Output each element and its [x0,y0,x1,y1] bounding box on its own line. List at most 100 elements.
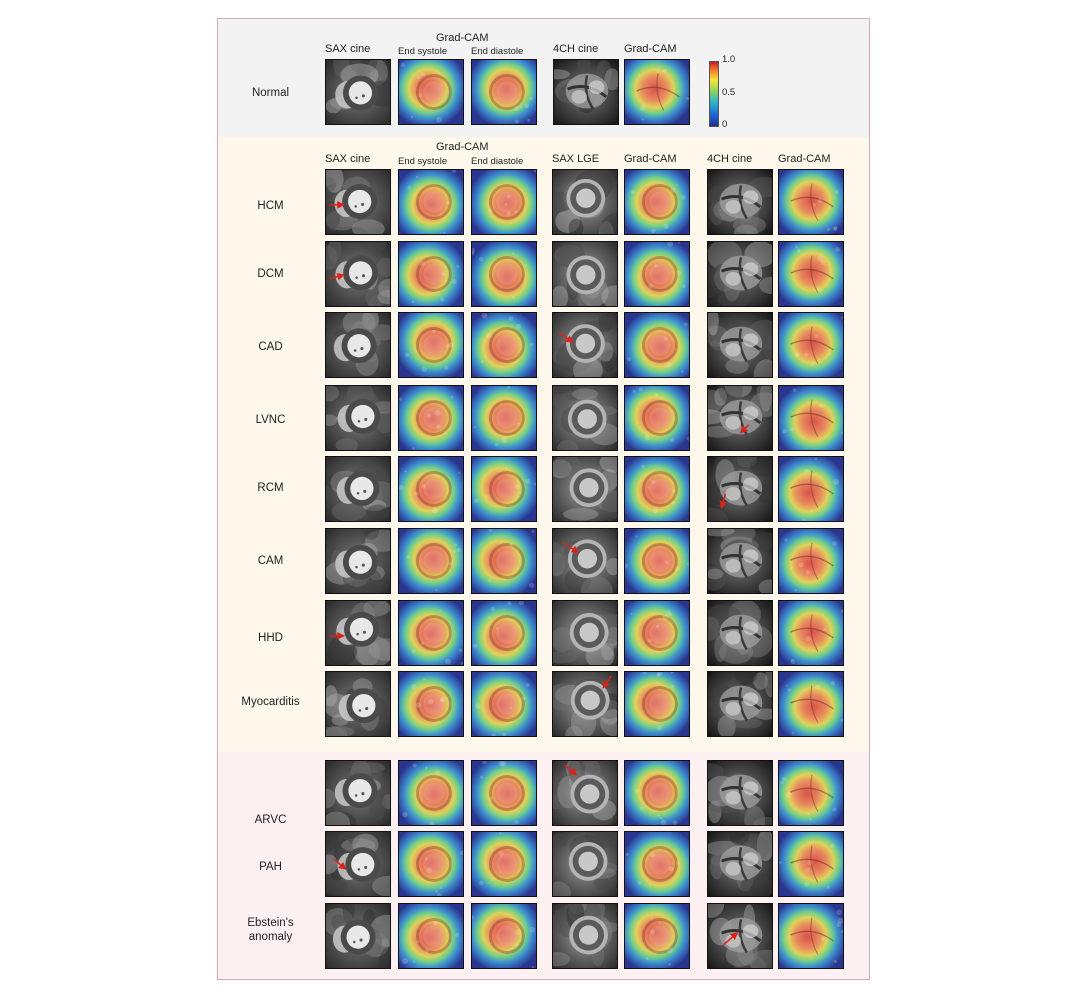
arvc-gradcam-diastole-image [471,760,537,826]
arvc-4ch-cine-image [707,760,773,826]
colorbar [709,61,719,127]
pah-gradcam-lge-image [624,831,690,897]
header-lv-gradcam-lge: Grad-CAM [624,153,677,165]
lvnc-gradcam-lge-image [624,385,690,451]
myocarditis-gradcam-diastole-image [471,671,537,737]
myocarditis-sax-cine-image [325,671,391,737]
ebsteins-gradcam-4ch-image [778,903,844,969]
cad-gradcam-lge-image [624,312,690,378]
header-gradcam-4ch: Grad-CAM [624,43,677,55]
rcm-sax-lge-image [552,456,618,522]
lvnc-sax-lge-image [552,385,618,451]
cad-gradcam-diastole-image [471,312,537,378]
dcm-sax-lge-image [552,241,618,307]
myocarditis-gradcam-lge-image [624,671,690,737]
arvc-gradcam-lge-image [624,760,690,826]
dcm-sax-cine-image [325,241,391,307]
figure-frame: SAX cine Grad-CAM End systole End diasto… [217,18,870,980]
row-label-rcm: RCM [257,482,284,494]
ebsteins-sax-lge-image [552,903,618,969]
pah-gradcam-4ch-image [778,831,844,897]
colorbar-max: 1.0 [722,54,736,65]
header-sax-cine: SAX cine [325,43,371,55]
hcm-gradcam-4ch-image [778,169,844,235]
myocarditis-gradcam-4ch-image [778,671,844,737]
hhd-sax-cine-image [325,600,391,666]
ebsteins-gradcam-lge-image [624,903,690,969]
hcm-sax-lge-image [552,169,618,235]
myocarditis-4ch-cine-image [707,671,773,737]
row-label-hcm: HCM [257,200,284,212]
cad-4ch-cine-image [707,312,773,378]
cam-4ch-cine-image [707,528,773,594]
dcm-4ch-cine-image [707,241,773,307]
hhd-gradcam-diastole-image [471,600,537,666]
hcm-gradcam-systole-image [398,169,464,235]
hcm-gradcam-lge-image [624,169,690,235]
normal-section [218,19,869,137]
ebsteins-gradcam-diastole-image [471,903,537,969]
row-label-ebsteins-anomaly: Ebstein's anomaly [247,917,294,943]
colorbar-mid: 0.5 [722,87,736,98]
hhd-gradcam-4ch-image [778,600,844,666]
row-label-arvc: ARVC [254,814,287,826]
hcm-gradcam-diastole-image [471,169,537,235]
rcm-gradcam-diastole-image [471,456,537,522]
row-label-normal: Normal [251,87,290,99]
row-label-pah: PAH [259,861,282,873]
pah-4ch-cine-image [707,831,773,897]
header-end-systole: End systole [398,46,448,57]
cam-gradcam-diastole-image [471,528,537,594]
pah-gradcam-diastole-image [471,831,537,897]
normal-gradcam-systole-image [398,59,464,125]
arvc-gradcam-systole-image [398,760,464,826]
ebsteins-sax-cine-image [325,903,391,969]
normal-gradcam-4ch-image [624,59,690,125]
lvnc-gradcam-systole-image [398,385,464,451]
ebsteins-4ch-cine-image [707,903,773,969]
myocarditis-sax-lge-image [552,671,618,737]
row-label-hhd: HHD [258,632,283,644]
cam-gradcam-lge-image [624,528,690,594]
colorbar-min: 0 [722,119,728,130]
pah-sax-cine-image [325,831,391,897]
lvnc-gradcam-4ch-image [778,385,844,451]
header-lv-4ch-cine: 4CH cine [707,153,753,165]
ebsteins-gradcam-systole-image [398,903,464,969]
myocarditis-gradcam-systole-image [398,671,464,737]
cad-gradcam-systole-image [398,312,464,378]
cad-sax-lge-image [552,312,618,378]
hcm-sax-cine-image [325,169,391,235]
normal-gradcam-diastole-image [471,59,537,125]
header-lv-sax-lge: SAX LGE [552,153,600,165]
row-label-lvnc: LVNC [255,414,286,426]
row-label-cam: CAM [257,555,284,567]
rcm-gradcam-4ch-image [778,456,844,522]
rcm-gradcam-lge-image [624,456,690,522]
lvnc-sax-cine-image [325,385,391,451]
header-gradcam: Grad-CAM [436,32,489,44]
arvc-gradcam-4ch-image [778,760,844,826]
rcm-4ch-cine-image [707,456,773,522]
arvc-sax-cine-image [325,760,391,826]
normal-sax-cine-image [325,59,391,125]
hhd-gradcam-systole-image [398,600,464,666]
hhd-gradcam-lge-image [624,600,690,666]
rcm-gradcam-systole-image [398,456,464,522]
dcm-gradcam-diastole-image [471,241,537,307]
header-4ch-cine: 4CH cine [553,43,599,55]
hhd-sax-lge-image [552,600,618,666]
header-lv-gradcam-4ch: Grad-CAM [778,153,831,165]
dcm-gradcam-4ch-image [778,241,844,307]
rcm-sax-cine-image [325,456,391,522]
header-lv-sax-cine: SAX cine [325,153,371,165]
pah-gradcam-systole-image [398,831,464,897]
cam-gradcam-systole-image [398,528,464,594]
cad-gradcam-4ch-image [778,312,844,378]
hcm-4ch-cine-image [707,169,773,235]
normal-4ch-cine-image [553,59,619,125]
row-label-cad: CAD [258,341,283,353]
header-lv-end-diastole: End diastole [471,156,524,167]
lvnc-gradcam-diastole-image [471,385,537,451]
cad-sax-cine-image [325,312,391,378]
